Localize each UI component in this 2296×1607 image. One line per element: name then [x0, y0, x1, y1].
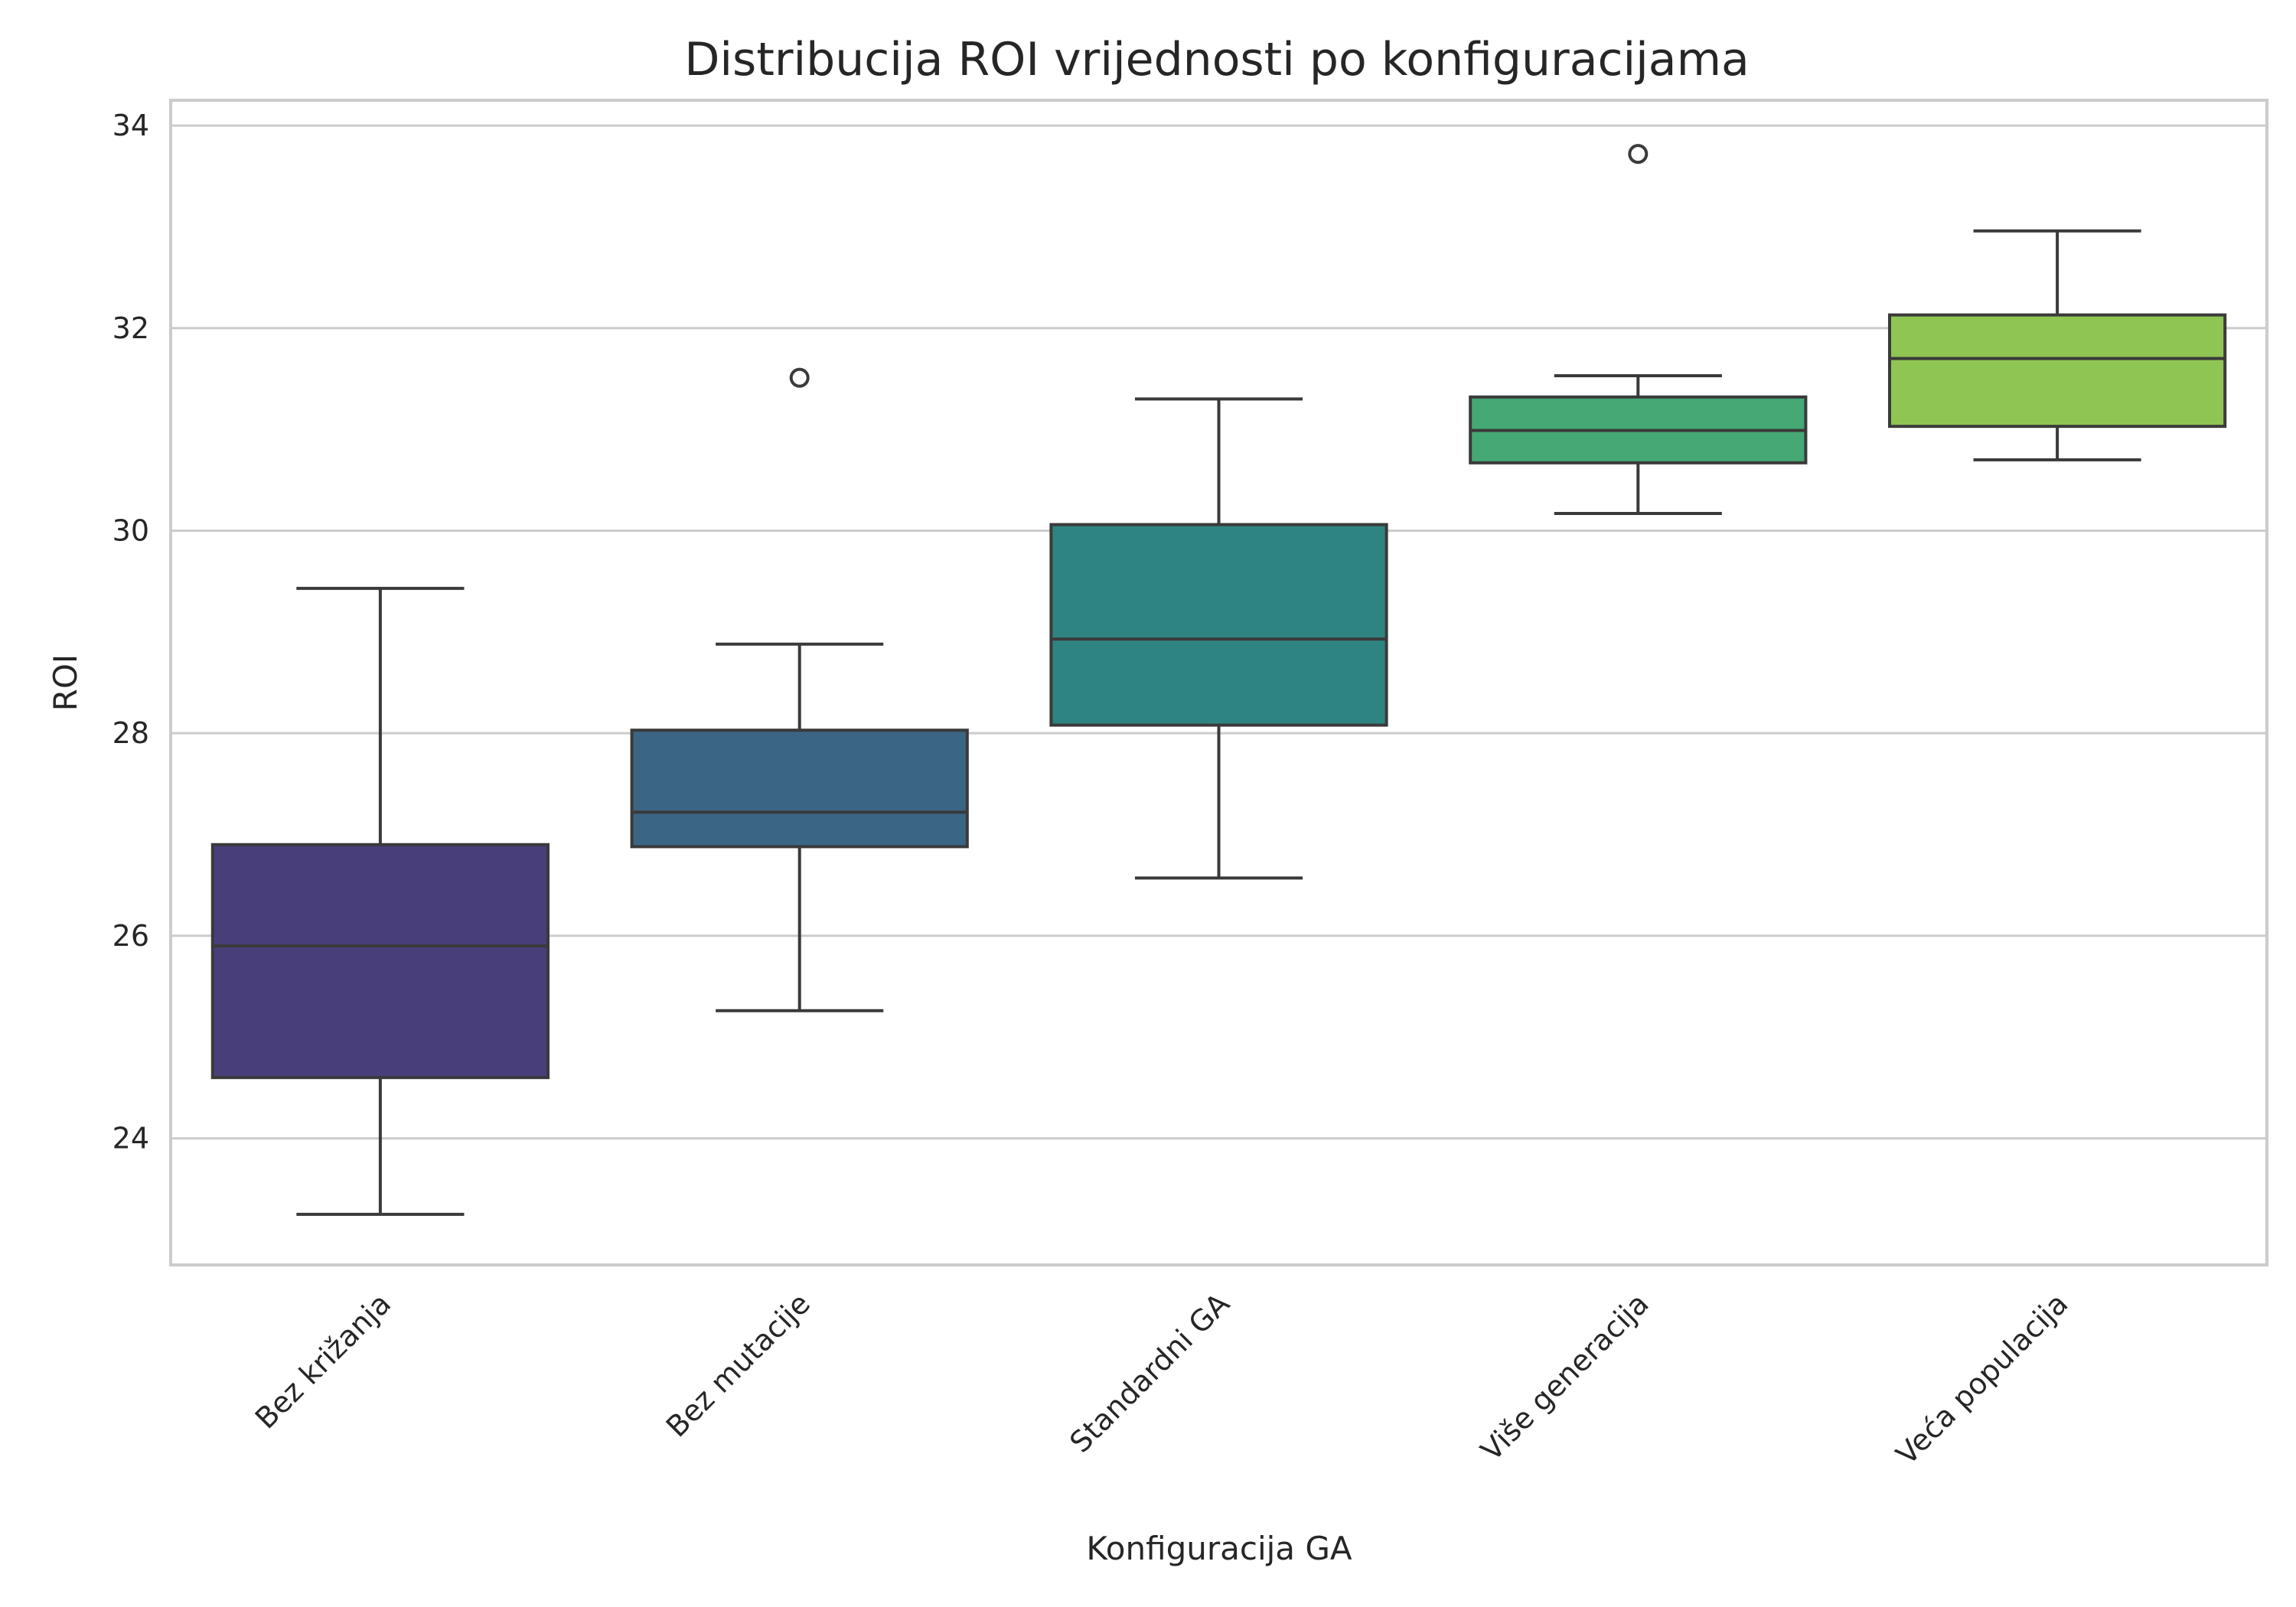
- y-tick-label: 34: [113, 109, 149, 142]
- box-group: [1887, 229, 2227, 461]
- box-group: [630, 367, 969, 1012]
- y-tick-label: 24: [113, 1122, 149, 1156]
- x-axis-ticks: Bez križanja Bez mutacije Standardni GA Viš…: [249, 1286, 2075, 1471]
- boxes: [210, 144, 2227, 1216]
- outlier-point: [1628, 144, 1649, 165]
- iqr-box: [1887, 313, 2227, 429]
- x-tick-label: Bez križanja: [249, 1286, 397, 1435]
- x-axis-label: Konfiguracija GA: [1086, 1530, 1352, 1567]
- y-axis-ticks: 24 26 28 30 32 34: [113, 109, 149, 1155]
- x-tick-label: Bez mutacije: [660, 1286, 817, 1443]
- outlier-point: [789, 367, 810, 388]
- y-tick-label: 32: [113, 311, 149, 345]
- x-tick-label: Veća populacija: [1890, 1286, 2074, 1471]
- y-tick-label: 28: [113, 716, 149, 750]
- y-tick-label: 30: [113, 513, 149, 547]
- iqr-box: [1049, 523, 1388, 727]
- iqr-box: [210, 843, 550, 1080]
- box-group: [210, 586, 550, 1216]
- box-group: [1049, 397, 1388, 880]
- x-tick-label: Više generacija: [1474, 1286, 1655, 1467]
- plot-frame: [169, 99, 2268, 1266]
- iqr-box: [630, 729, 969, 849]
- box-group: [1469, 144, 1808, 515]
- y-tick-label: 26: [113, 919, 149, 953]
- x-tick-label: Standardni GA: [1063, 1286, 1236, 1459]
- y-axis-label: ROI: [47, 654, 84, 712]
- chart-title: Distribucija ROI vrijednosti po konfigur…: [684, 33, 1750, 86]
